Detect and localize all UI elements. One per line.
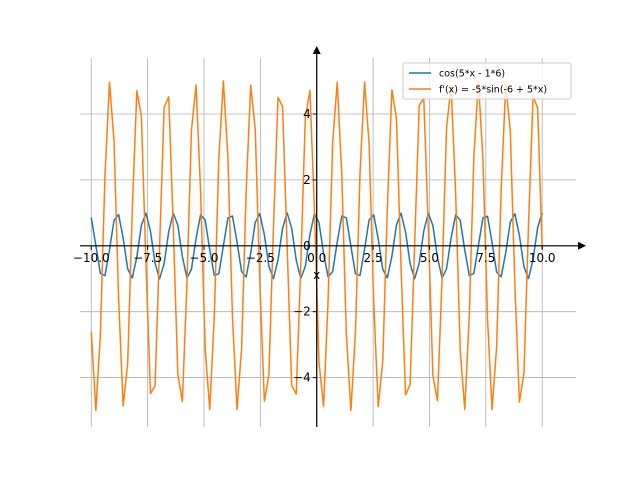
legend-label-2: f'(x) = -5*sin(-6 + 5*x) [439,85,547,96]
y-tick-label: 0 [303,239,311,253]
x-tick-label: 10.0 [529,251,556,265]
legend: cos(5*x - 1*6) f'(x) = -5*sin(-6 + 5*x) [402,62,572,100]
tick-labels: −10.0 −7.5 −5.0 −2.5 0.0 2.5 5.0 7.5 10.0 −4 −2 0 2 4… [73,107,556,385]
x-axis-label: x [313,268,320,282]
y-tick-label: −4 [293,371,311,385]
x-tick-label: −10.0 [73,251,110,265]
x-tick-label: −7.5 [133,251,162,265]
x-tick-label: 5.0 [420,251,439,265]
x-axis-arrow [578,241,586,250]
axes [80,46,586,427]
y-tick-label: −2 [293,305,311,319]
x-tick-label: 2.5 [364,251,383,265]
legend-box [402,62,572,100]
x-tick-label: −5.0 [189,251,218,265]
y-axis-arrow [312,46,321,54]
grid-lines [80,58,576,427]
y-tick-label: 4 [303,107,311,121]
legend-label-1: cos(5*x - 1*6) [439,69,505,80]
x-tick-label: −2.5 [246,251,275,265]
x-tick-label: 0.0 [307,251,326,265]
y-tick-label: 2 [303,173,311,187]
x-tick-label: 7.5 [476,251,495,265]
